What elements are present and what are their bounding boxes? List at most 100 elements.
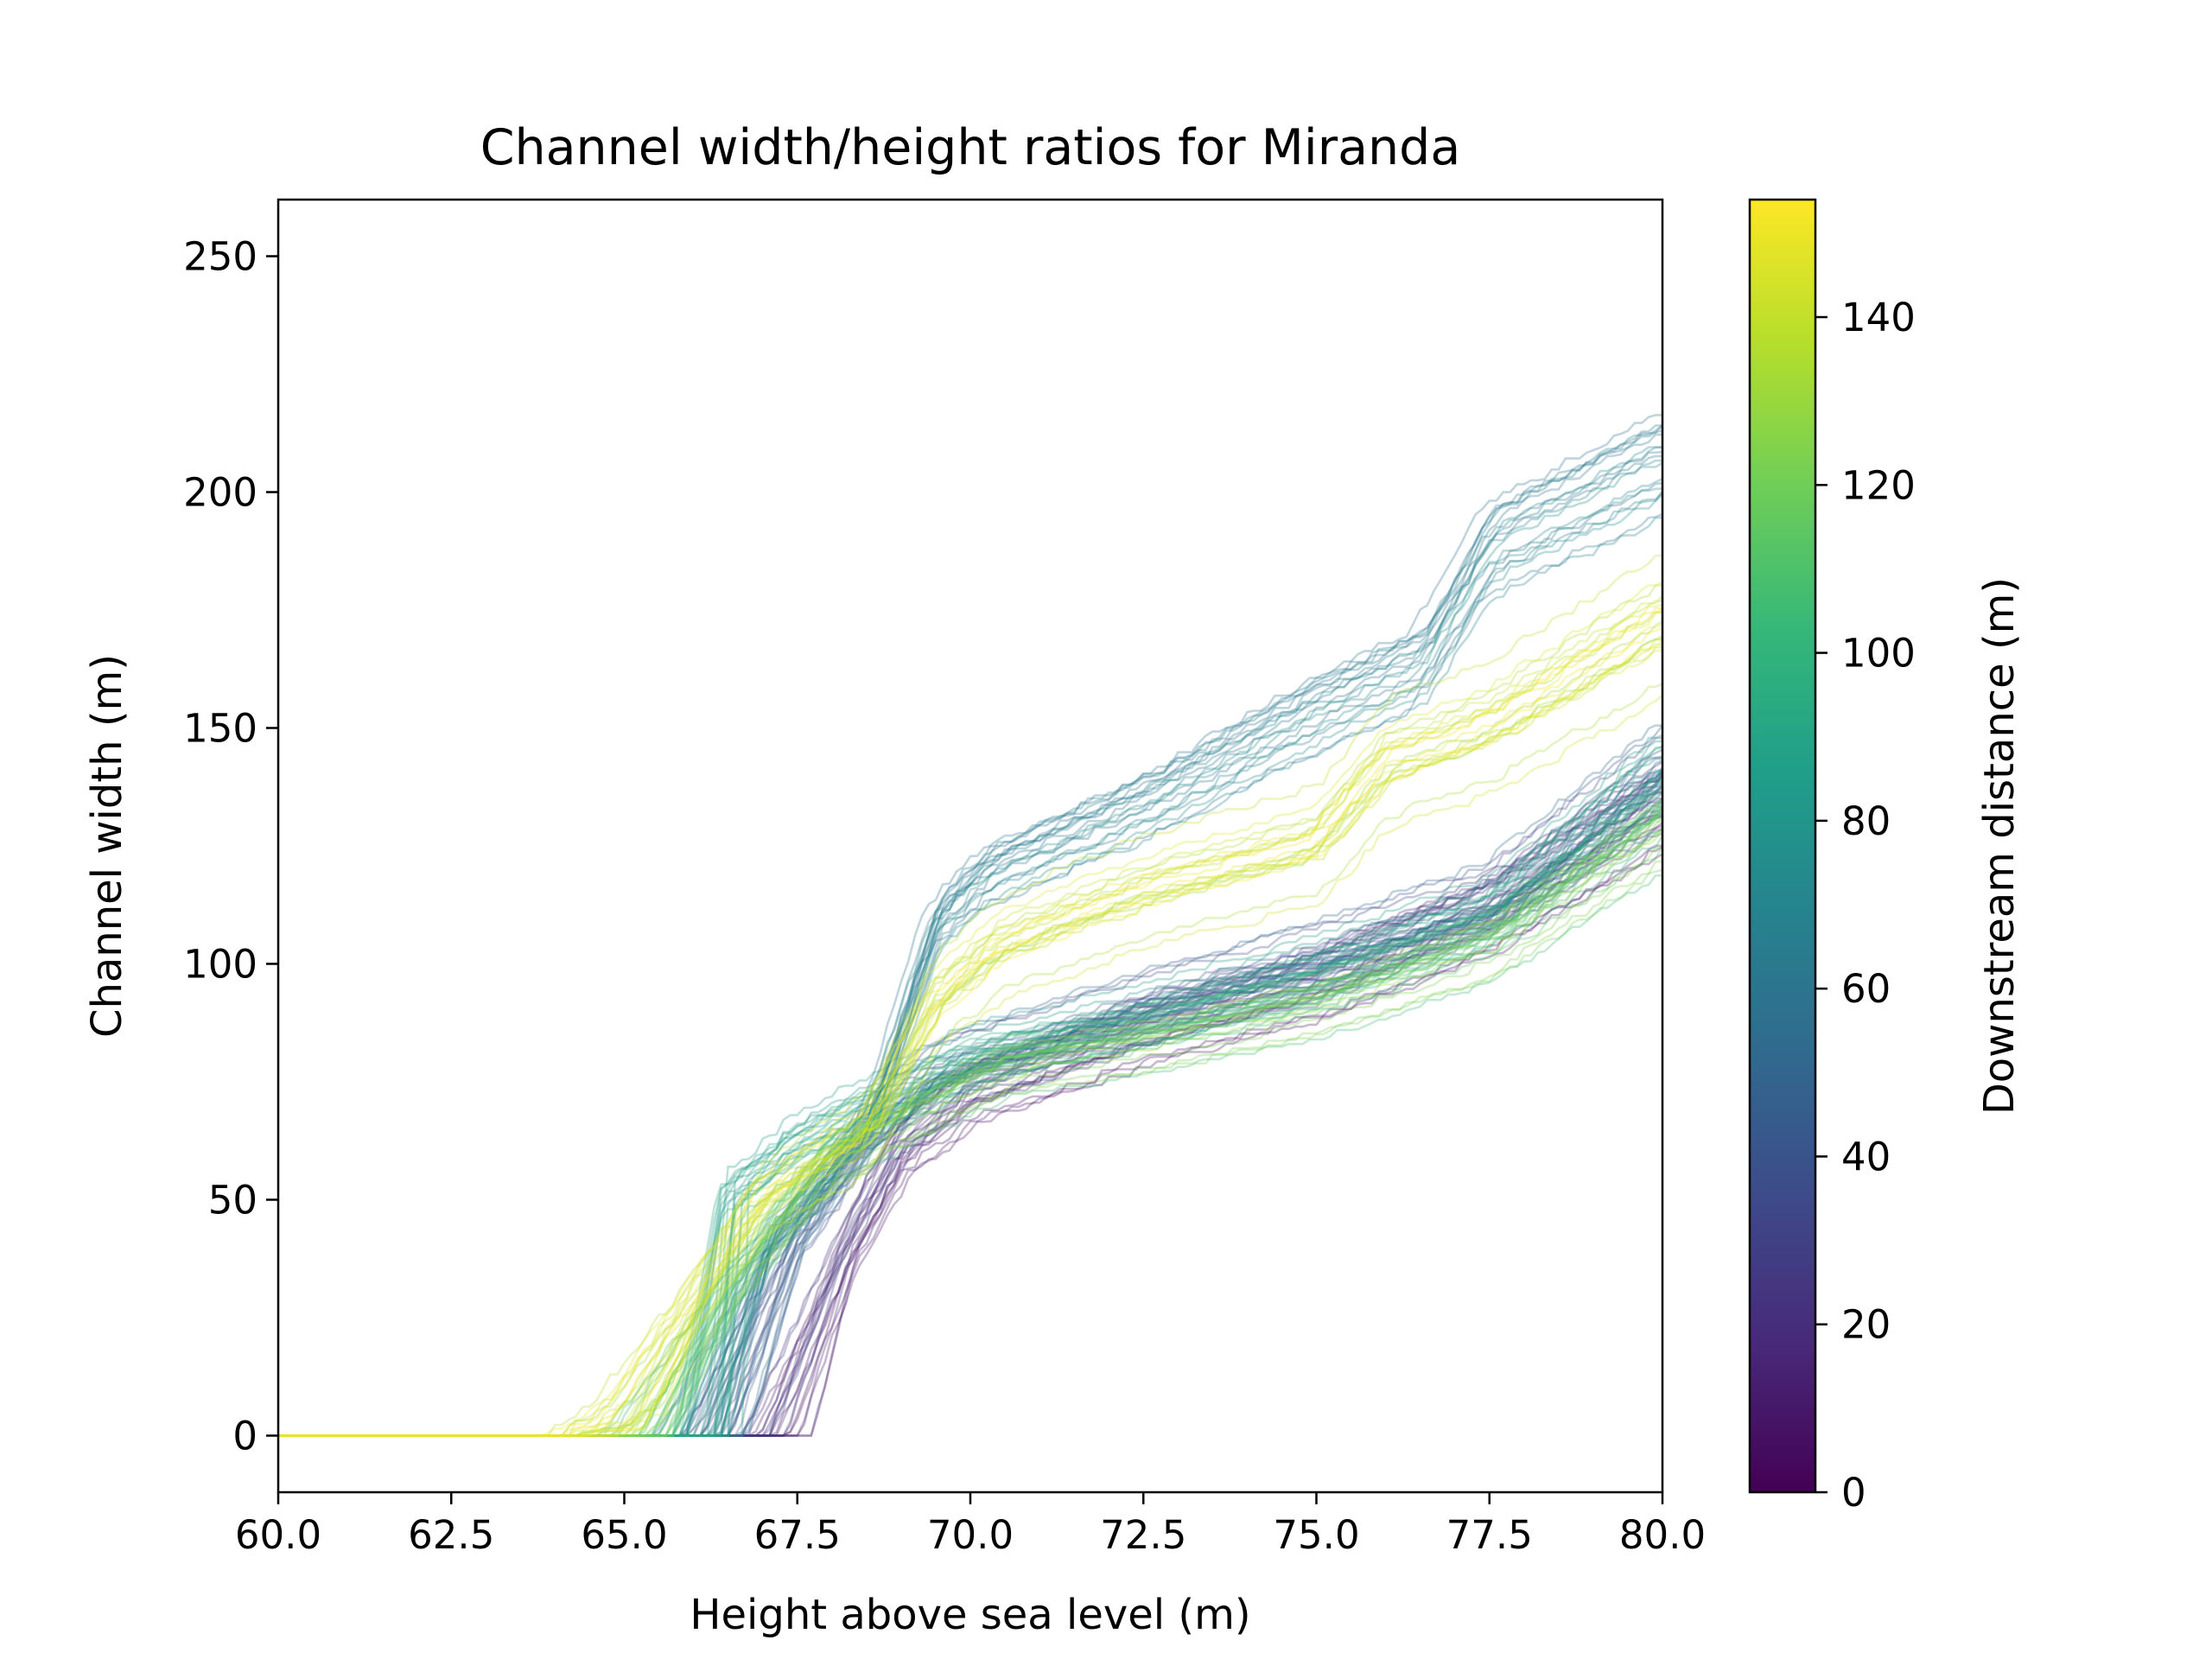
series-line (278, 791, 1662, 1437)
series-line (278, 459, 1662, 1437)
series-line (278, 481, 1662, 1437)
series-line (278, 798, 1662, 1437)
series-line (278, 797, 1662, 1437)
colorbar-gradient (1750, 200, 1815, 1492)
series-line (278, 824, 1662, 1437)
series-line (278, 638, 1662, 1437)
colorbar-tick-label: 140 (1841, 295, 1916, 340)
series-line (278, 594, 1662, 1437)
series-line (278, 782, 1662, 1437)
series-line (278, 805, 1662, 1437)
series-line (278, 829, 1662, 1437)
series-line (278, 772, 1662, 1437)
series-line (278, 734, 1662, 1437)
series-line (278, 446, 1662, 1437)
series-line (278, 450, 1662, 1437)
series-line (278, 454, 1662, 1437)
series-line (278, 643, 1662, 1437)
series-line (278, 816, 1662, 1437)
series-line (278, 808, 1662, 1437)
colorbar-tick-label: 60 (1841, 966, 1891, 1012)
chart-title: Channel width/height ratios for Miranda (480, 119, 1461, 176)
series-line (278, 828, 1662, 1437)
x-tick-label: 77.5 (1446, 1512, 1533, 1558)
series-line (278, 756, 1662, 1437)
y-tick-label: 250 (183, 234, 257, 280)
x-tick-label: 75.0 (1273, 1512, 1359, 1558)
series-line (278, 768, 1662, 1437)
x-tick-label: 65.0 (581, 1512, 667, 1558)
series-line (278, 868, 1662, 1437)
series-line (278, 853, 1662, 1437)
series-line (278, 778, 1662, 1437)
series-line (278, 831, 1662, 1437)
series-line (278, 760, 1662, 1437)
series-line (278, 600, 1662, 1437)
plot-frame (276, 198, 1664, 1494)
series-line (278, 860, 1662, 1437)
series-line (278, 487, 1662, 1437)
y-tick-label: 150 (183, 706, 257, 752)
series-line (278, 694, 1662, 1437)
series-line (278, 620, 1662, 1437)
series-line (278, 835, 1662, 1437)
series-line (278, 802, 1662, 1437)
series-line (278, 783, 1662, 1437)
x-axis-label: Height above sea level (m) (690, 1591, 1250, 1639)
series-line (278, 769, 1662, 1437)
series-line (278, 791, 1662, 1437)
series-line (278, 791, 1662, 1437)
x-tick-label: 62.5 (408, 1512, 494, 1558)
series-line (278, 798, 1662, 1437)
series-line (278, 772, 1662, 1437)
colorbar-label: Downstream distance (m) (1975, 577, 2024, 1115)
series-line (278, 724, 1662, 1437)
colorbar-ticks: 0 20 40 60 80 100 120 140 (1815, 295, 1916, 1516)
series-line (278, 607, 1662, 1437)
x-axis: 60.0 62.5 65.0 67.5 70.0 72.5 75.0 77.5 80.0 (235, 1492, 1706, 1558)
series-line (278, 433, 1662, 1437)
series-line (278, 771, 1662, 1437)
series-line (278, 805, 1662, 1437)
series-line (278, 512, 1662, 1437)
series-line (278, 785, 1662, 1437)
series-line (278, 424, 1662, 1437)
series-line (278, 845, 1662, 1437)
series-line (278, 780, 1662, 1437)
series-line (278, 766, 1662, 1437)
series-line (278, 581, 1662, 1437)
series-line (278, 846, 1662, 1437)
x-tick-label: 80.0 (1619, 1512, 1706, 1558)
series-line (278, 779, 1662, 1437)
series-line (278, 791, 1662, 1437)
series-line (278, 827, 1662, 1437)
series-line (278, 584, 1662, 1437)
colorbar-tick-label: 120 (1841, 462, 1916, 508)
series-line (278, 789, 1662, 1437)
series-line (278, 844, 1662, 1437)
series-line (278, 491, 1662, 1437)
series-line (278, 461, 1662, 1437)
series-line (278, 768, 1662, 1437)
series-line (278, 770, 1662, 1437)
series-line (278, 874, 1662, 1437)
series-line (278, 429, 1662, 1437)
series-line (278, 760, 1662, 1437)
series-line (278, 822, 1662, 1437)
colorbar-tick-label: 100 (1841, 631, 1916, 677)
series-line (278, 755, 1662, 1437)
series-line (278, 816, 1662, 1437)
series-line (278, 772, 1662, 1437)
series-line (278, 815, 1662, 1437)
series-line (278, 626, 1662, 1437)
series-line (278, 638, 1662, 1437)
series-line (278, 803, 1662, 1437)
y-tick-label: 200 (183, 470, 257, 516)
series-line (278, 844, 1662, 1437)
plot-area (278, 414, 1662, 1437)
series-line (278, 804, 1662, 1437)
series-line (278, 811, 1662, 1437)
x-tick-label: 70.0 (927, 1512, 1014, 1558)
series-line (278, 797, 1662, 1437)
